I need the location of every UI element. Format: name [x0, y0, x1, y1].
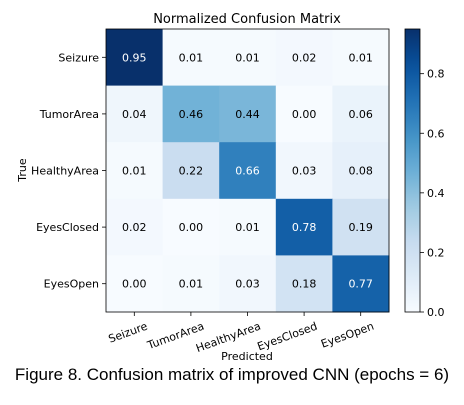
- heatmap-cell: [106, 29, 164, 87]
- heatmap-cell: [219, 29, 277, 87]
- y-axis-ticks: Seizure TumorArea HealthyArea EyesClosed Eye…: [31, 51, 106, 291]
- heatmap-cell: [162, 29, 220, 87]
- cell-value-label: 0.02: [122, 221, 147, 234]
- confusion-matrix-chart: Normalized Confusion Matrix 0.95 0.01 0.01…: [16, 12, 445, 360]
- heatmap-cell: [275, 29, 333, 87]
- colorbar-tick-label: 0.8: [427, 68, 445, 81]
- heatmap-cells: [106, 29, 390, 313]
- cell-value-label: 0.06: [348, 108, 373, 121]
- heatmap-cell: [332, 142, 390, 200]
- colorbar-tick-label: 0.6: [427, 127, 445, 140]
- cell-value-label: 0.00: [179, 221, 204, 234]
- cell-value-label: 0.01: [348, 51, 373, 64]
- cell-value-label: 0.01: [235, 221, 260, 234]
- cell-value-label: 0.46: [179, 108, 204, 121]
- cell-value-label: 0.01: [179, 51, 204, 64]
- colorbar-tick-label: 0.2: [427, 246, 445, 259]
- cell-value-label: 0.44: [235, 108, 260, 121]
- heatmap-cell: [332, 198, 390, 256]
- y-tick-label: EyesClosed: [36, 221, 99, 234]
- cell-value-label: 0.66: [235, 165, 260, 178]
- x-axis-label: Predicted: [221, 350, 273, 360]
- colorbar-tick-label: 0.0: [427, 306, 445, 319]
- colorbar: [404, 28, 421, 313]
- cell-value-label: 0.19: [348, 221, 373, 234]
- x-tick-label: EyesClosed: [256, 320, 320, 354]
- x-tick-label: EyesOpen: [319, 320, 375, 351]
- heatmap-cell: [332, 29, 390, 87]
- y-axis-label: True: [16, 158, 29, 183]
- cell-value-label: 0.95: [122, 51, 147, 64]
- heatmap-cell: [275, 198, 333, 256]
- heatmap-cell: [332, 85, 390, 143]
- heatmap-cell: [219, 142, 277, 200]
- heatmap-cell: [219, 198, 277, 256]
- heatmap-cell: [275, 85, 333, 143]
- heatmap-cell: [162, 142, 220, 200]
- cell-value-label: 0.18: [292, 278, 317, 291]
- y-tick-label: Seizure: [58, 51, 99, 64]
- colorbar-ticks: 0.0 0.2 0.4 0.6 0.8: [420, 68, 445, 319]
- figure-caption: Figure 8. Confusion matrix of improved C…: [14, 365, 450, 384]
- heatmap-cell: [219, 85, 277, 143]
- heatmap-cell-labels: 0.95 0.01 0.01 0.02 0.01 0.04 0.46 0.44 0.00 0.06…: [122, 51, 373, 290]
- y-tick-label: EyesOpen: [44, 278, 99, 291]
- cell-value-label: 0.01: [179, 278, 204, 291]
- cell-value-label: 0.01: [122, 165, 147, 178]
- heatmap-cell: [162, 85, 220, 143]
- heatmap-cell: [162, 198, 220, 256]
- heatmap-cell: [219, 255, 277, 313]
- cell-value-label: 0.08: [348, 165, 373, 178]
- x-tick-label: Seizure: [107, 320, 150, 346]
- y-tick-label: HealthyArea: [31, 165, 99, 178]
- heatmap-cell: [332, 255, 390, 313]
- heatmap-cell: [275, 255, 333, 313]
- cell-value-label: 0.04: [122, 108, 147, 121]
- chart-title: Normalized Confusion Matrix: [153, 12, 341, 27]
- heatmap-cell: [106, 255, 164, 313]
- cell-value-label: 0.22: [179, 165, 204, 178]
- heatmap-cell: [106, 142, 164, 200]
- cell-value-label: 0.03: [235, 278, 260, 291]
- heatmap-cell: [106, 85, 164, 143]
- cell-value-label: 0.00: [122, 278, 147, 291]
- cell-value-label: 0.00: [292, 108, 317, 121]
- heatmap-cell: [275, 142, 333, 200]
- cell-value-label: 0.03: [292, 165, 317, 178]
- cell-value-label: 0.77: [348, 278, 373, 291]
- heatmap-cell: [106, 198, 164, 256]
- y-tick-label: TumorArea: [39, 108, 99, 121]
- cell-value-label: 0.01: [235, 51, 260, 64]
- colorbar-tick-label: 0.4: [427, 187, 445, 200]
- heatmap-cell: [162, 255, 220, 313]
- cell-value-label: 0.02: [292, 51, 317, 64]
- cell-value-label: 0.78: [292, 221, 317, 234]
